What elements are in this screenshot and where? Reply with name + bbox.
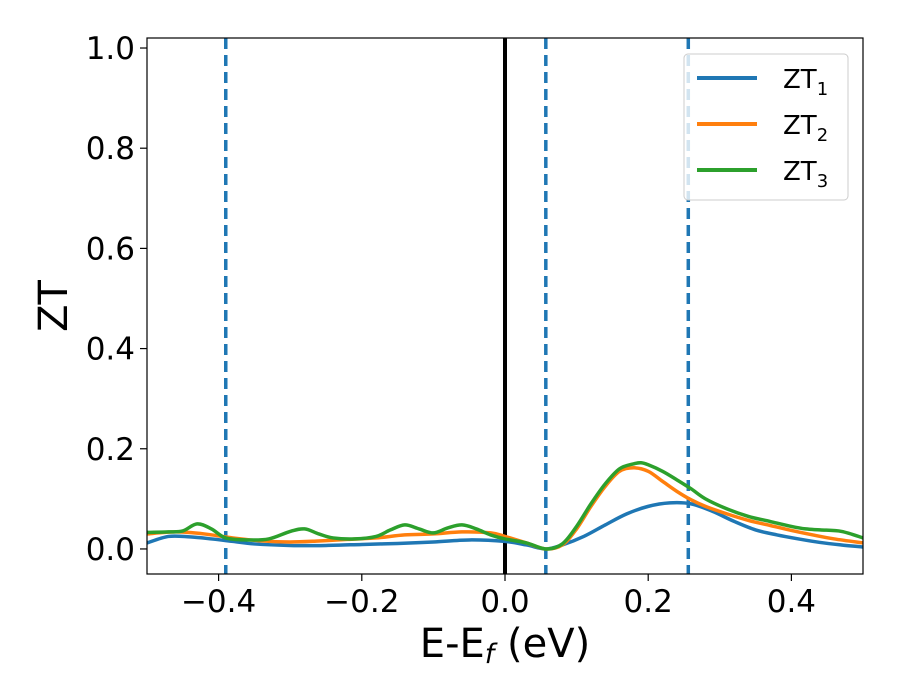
y-tick-label: 0.0: [86, 532, 135, 568]
x-tick-label: 0.0: [480, 584, 529, 620]
y-tick-label: 0.6: [86, 231, 135, 267]
legend-label-3: ZT3: [783, 157, 828, 192]
x-axis-label: E-Ef (eV): [420, 621, 590, 670]
x-tick-label: −0.4: [181, 584, 256, 620]
y-tick-label: 0.4: [86, 332, 135, 368]
x-tick-label: 0.4: [767, 584, 816, 620]
x-axis-ticks: −0.4 −0.2 0.0 0.2 0.4: [181, 574, 816, 620]
y-axis-ticks: 0.0 0.2 0.4 0.6 0.8 1.0: [86, 31, 147, 568]
legend-label-2: ZT2: [783, 111, 828, 146]
legend-label-1: ZT1: [783, 65, 828, 100]
y-tick-label: 0.8: [86, 131, 135, 167]
vertical-reference-lines: [224, 38, 691, 574]
x-tick-label: 0.2: [624, 584, 673, 620]
x-tick-label: −0.2: [324, 584, 399, 620]
legend-box: [683, 53, 849, 201]
y-axis-label: ZT: [31, 280, 77, 332]
y-tick-label: 1.0: [86, 31, 135, 67]
legend: ZT1 ZT2 ZT3: [683, 53, 849, 201]
series-lines: [147, 460, 863, 551]
y-tick-label: 0.2: [86, 432, 135, 468]
series-line-3: [147, 460, 863, 551]
